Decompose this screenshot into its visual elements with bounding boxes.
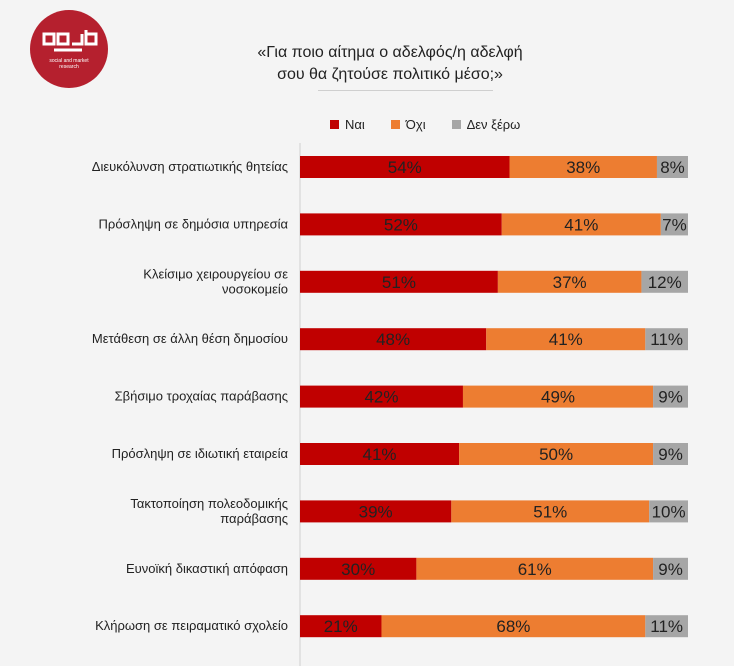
data-label-dont-know: 8% <box>660 158 685 177</box>
data-label-no: 41% <box>549 330 583 349</box>
bar-segment-yes <box>300 156 510 178</box>
legend-swatch-dont-know <box>451 119 461 129</box>
data-label-yes: 42% <box>364 388 398 407</box>
bar-row: Πρόσληψη σε δημόσια υπηρεσία 52% 41% 7% <box>99 213 688 236</box>
data-label-yes: 52% <box>384 215 418 234</box>
legend-item-no: Όχι <box>390 116 426 132</box>
bar-segment-yes <box>300 213 502 236</box>
data-label-yes: 30% <box>341 560 375 579</box>
data-label-yes: 54% <box>388 158 422 177</box>
chart-title-line-2: σου θα ζητούσε πολιτικό μέσο;» <box>277 66 503 83</box>
category-label: νοσοκομείο <box>222 281 288 296</box>
category-label: Μετάθεση σε άλλη θέση δημοσίου <box>92 331 288 346</box>
bar-segment-no <box>451 500 650 523</box>
bar-segment-yes <box>300 328 487 351</box>
bar-segment-no <box>381 615 646 638</box>
category-label: παράβασης <box>220 511 288 526</box>
data-label-dont-know: 9% <box>658 388 683 407</box>
logo-subtitle-line-1: social and market <box>49 58 89 64</box>
data-label-dont-know: 9% <box>658 560 683 579</box>
data-label-no: 38% <box>566 158 600 177</box>
bar-segment-dont-know <box>653 385 688 408</box>
data-label-yes: 39% <box>359 502 393 521</box>
bar-segment-no <box>497 270 642 293</box>
bar-segment-dont-know <box>653 557 688 580</box>
bar-segment-yes <box>300 557 417 580</box>
bar-segment-no <box>459 443 654 465</box>
data-label-no: 51% <box>533 502 567 521</box>
bar-segment-dont-know <box>645 615 688 638</box>
bar-segment-yes <box>300 270 498 293</box>
category-label: Τακτοποίηση πολεοδομικής <box>130 496 288 511</box>
category-label: Κλήρωση σε πειραματικό σχολείο <box>95 618 288 633</box>
logo-mark <box>42 30 98 52</box>
data-label-no: 41% <box>564 215 598 234</box>
bar-row: Σβήσιμο τροχαίας παράβασης 42% 49% 9% <box>115 385 688 408</box>
data-label-dont-know: 12% <box>648 273 682 292</box>
category-label: Κλείσιμο χειρουργείου σε <box>143 266 288 281</box>
company-logo: social and market research <box>30 10 108 88</box>
chart-title: «Για ποιο αίτημα ο αδελφός/η αδελφή σου … <box>200 42 580 86</box>
data-label-yes: 41% <box>363 445 397 464</box>
bar-segment-yes <box>300 615 382 638</box>
data-label-no: 61% <box>518 560 552 579</box>
bar-segment-yes <box>300 443 460 465</box>
bar-segment-no <box>416 557 654 580</box>
legend-label-yes: Ναι <box>345 116 365 132</box>
bar-segment-dont-know <box>660 213 688 236</box>
bar-row: Διευκόλυνση στρατιωτικής θητείας 54% 38% 8% <box>92 156 688 178</box>
bar-segment-no <box>462 385 654 408</box>
category-label: Ευνοϊκή δικαστική απόφαση <box>126 561 288 576</box>
data-label-yes: 51% <box>382 273 416 292</box>
bar-row: Μετάθεση σε άλλη θέση δημοσίου 48% 41% 11% <box>92 328 688 351</box>
data-label-yes: 48% <box>376 330 410 349</box>
legend-swatch-no <box>390 119 400 129</box>
data-label-no: 37% <box>553 273 587 292</box>
category-label: Πρόσληψη σε ιδιωτική εταιρεία <box>112 446 289 461</box>
bar-row: Κλήρωση σε πειραματικό σχολείο 21% 68% 11% <box>95 615 688 638</box>
bar-segment-dont-know <box>656 156 688 178</box>
bar-segment-dont-know <box>649 500 688 523</box>
bar-segment-no <box>501 213 661 236</box>
legend-swatch-yes <box>330 119 339 129</box>
data-label-dont-know: 10% <box>652 502 686 521</box>
legend-item-dont-know: Δεν ξέρω <box>451 116 521 132</box>
category-label: Πρόσληψη σε δημόσια υπηρεσία <box>99 216 289 231</box>
data-label-dont-know: 9% <box>658 445 683 464</box>
logo-subtitle-line-2: research <box>59 64 79 70</box>
data-label-no: 50% <box>539 445 573 464</box>
bar-row: Πρόσληψη σε ιδιωτική εταιρεία 41% 50% 9% <box>112 443 688 465</box>
bar-segment-no <box>486 328 646 351</box>
chart-legend: Ναι Όχι Δεν ξέρω <box>330 116 546 132</box>
data-label-yes: 21% <box>324 617 358 636</box>
title-divider <box>318 90 493 91</box>
data-label-no: 49% <box>541 388 575 407</box>
bar-row: Ευνοϊκή δικαστική απόφαση 30% 61% 9% <box>126 557 688 580</box>
bar-segment-no <box>509 156 657 178</box>
chart-bars: Διευκόλυνση στρατιωτικής θητείας 54% 38% 8%… <box>92 156 688 638</box>
data-label-dont-know: 11% <box>650 330 683 349</box>
bar-segment-yes <box>300 385 463 408</box>
legend-item-yes: Ναι <box>330 117 365 132</box>
legend-label-dont-know: Δεν ξέρω <box>466 116 521 132</box>
category-label: Σβήσιμο τροχαίας παράβασης <box>115 389 288 404</box>
bar-segment-dont-know <box>641 270 688 293</box>
data-label-dont-know: 11% <box>650 617 683 636</box>
legend-label-no: Όχι <box>405 116 426 132</box>
bar-segment-dont-know <box>645 328 688 351</box>
bar-segment-dont-know <box>653 443 688 465</box>
category-label: Διευκόλυνση στρατιωτικής θητείας <box>92 159 288 174</box>
data-label-dont-know: 7% <box>662 215 687 234</box>
bar-segment-yes <box>300 500 452 523</box>
data-label-no: 68% <box>496 617 530 636</box>
chart-title-line-1: «Για ποιο αίτημα ο αδελφός/η αδελφή <box>257 44 523 61</box>
